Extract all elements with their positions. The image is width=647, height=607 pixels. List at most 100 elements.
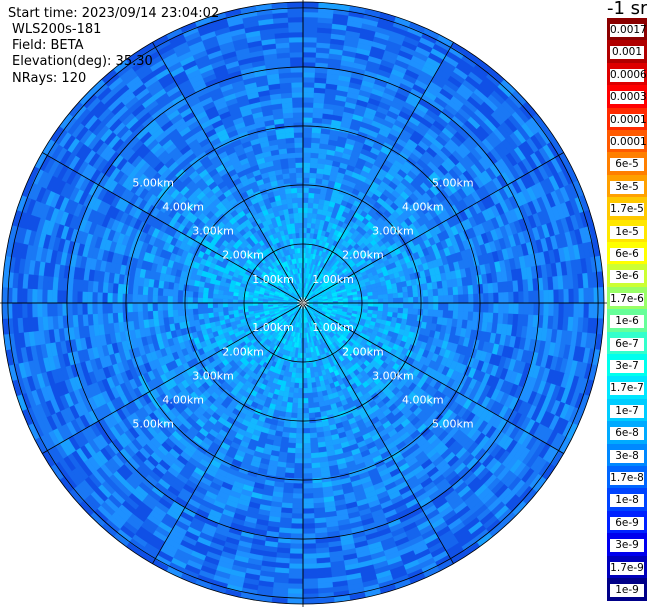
beta-cell: [302, 433, 311, 439]
beta-cell: [290, 528, 304, 534]
beta-cell: [308, 407, 315, 414]
beta-cell: [304, 342, 308, 349]
beta-cell: [302, 362, 307, 369]
beta-cell: [283, 482, 294, 489]
beta-cell: [302, 217, 308, 223]
beta-cell: [302, 478, 313, 484]
beta-cell: [497, 281, 504, 293]
beta-cell: [302, 167, 311, 173]
beta-cell: [302, 448, 312, 454]
beta-cell: [578, 302, 585, 318]
beta-cell: [472, 284, 479, 295]
beta-cell: [302, 41, 317, 48]
beta-cell: [383, 298, 389, 304]
beta-cell: [315, 178, 323, 185]
beta-cell: [306, 367, 311, 374]
beta-cell: [413, 302, 419, 310]
beta-cell: [533, 302, 539, 316]
beta-cell: [302, 92, 315, 98]
beta-cell: [282, 492, 294, 499]
beta-cell: [452, 286, 459, 296]
beta-cell: [312, 487, 324, 494]
beta-cell: [477, 283, 484, 294]
beta-cell: [503, 292, 509, 304]
beta-cell: [518, 302, 524, 315]
beta-cell: [310, 152, 319, 159]
beta-cell: [293, 478, 304, 484]
beta-cell: [588, 302, 595, 319]
beta-cell: [393, 302, 399, 309]
beta-cell: [279, 517, 292, 524]
beta-cell: [302, 57, 317, 63]
beta-cell: [313, 507, 326, 514]
beta-cell: [392, 307, 399, 314]
beta-cell: [285, 467, 295, 474]
beta-cell: [478, 293, 484, 304]
beta-cell: [302, 438, 311, 444]
beta-cell: [367, 291, 374, 297]
beta-cell: [299, 352, 304, 359]
beta-cell: [411, 314, 418, 322]
beta-cell: [407, 308, 414, 315]
beta-cell: [467, 285, 474, 295]
beta-cell: [406, 313, 413, 321]
beta-cell: [311, 462, 321, 469]
beta-cell: [462, 285, 469, 295]
beta-cell: [302, 117, 313, 123]
beta-cell: [302, 483, 313, 489]
beta-cell: [302, 543, 317, 549]
beta-cell: [377, 290, 383, 296]
beta-cell: [310, 452, 320, 459]
beta-cell: [302, 21, 318, 28]
beta-cell: [302, 11, 319, 18]
beta-cell: [284, 472, 295, 479]
beta-cell: [302, 553, 317, 560]
beta-cell: [302, 598, 319, 605]
beta-cell: [403, 297, 409, 304]
beta-cell: [291, 407, 298, 414]
beta-cell: [306, 372, 312, 379]
beta-cell: [302, 222, 308, 229]
beta-cell: [287, 583, 304, 590]
beta-cell: [302, 197, 309, 203]
beta-cell: [312, 107, 324, 114]
beta-cell: [302, 588, 319, 595]
beta-cell: [302, 563, 318, 570]
beta-cell: [302, 508, 315, 514]
beta-cell: [292, 503, 304, 509]
beta-cell: [310, 142, 320, 149]
beta-cell: [302, 458, 312, 464]
beta-cell: [302, 107, 314, 113]
beta-cell: [282, 487, 294, 494]
beta-cell: [553, 302, 560, 317]
beta-cell: [302, 97, 314, 103]
beta-cell: [298, 372, 304, 379]
beta-cell: [310, 377, 316, 383]
beta-cell: [302, 573, 318, 580]
beta-cell: [302, 87, 315, 93]
beta-cell: [598, 287, 605, 304]
beta-cell: [543, 289, 549, 304]
beta-cell: [313, 497, 325, 504]
beta-cell: [482, 283, 489, 294]
beta-cell: [296, 428, 304, 434]
beta-cell: [397, 307, 404, 314]
beta-cell: [298, 383, 304, 389]
beta-cell: [302, 122, 313, 128]
beta-cell: [563, 288, 570, 304]
beta-cell: [309, 427, 317, 434]
beta-cell: [392, 287, 398, 294]
beta-cell: [367, 295, 374, 300]
beta-cell: [309, 437, 318, 444]
beta-cell: [315, 173, 324, 180]
beta-cell: [312, 122, 323, 129]
beta-cell: [487, 282, 494, 294]
beta-cell: [513, 291, 519, 304]
beta-cell: [492, 312, 499, 324]
beta-cell: [468, 293, 474, 304]
beta-cell: [283, 477, 294, 484]
beta-cell: [287, 392, 294, 398]
beta-cell: [291, 402, 298, 409]
beta-cell: [372, 291, 379, 296]
beta-cell: [286, 401, 293, 408]
